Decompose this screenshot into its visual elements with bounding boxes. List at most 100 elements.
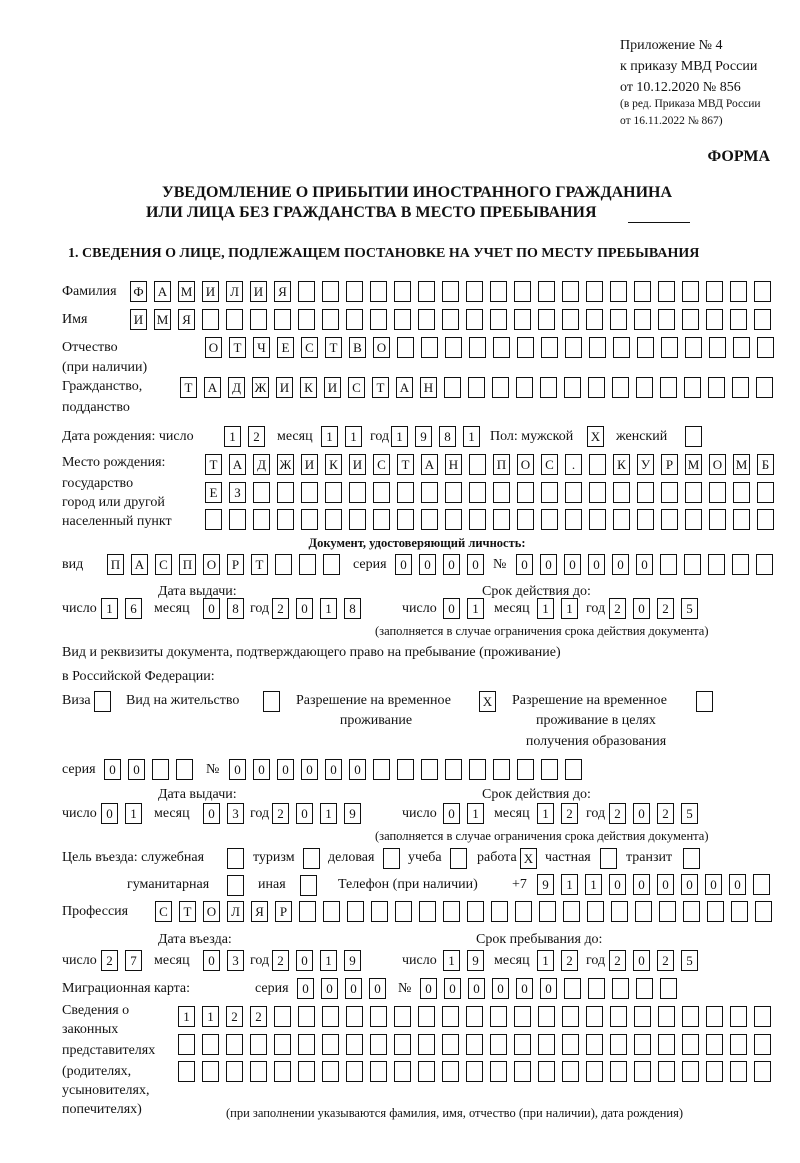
char-cell[interactable] [754, 1034, 771, 1055]
char-cell[interactable] [298, 1061, 315, 1082]
char-cell[interactable] [250, 309, 267, 330]
char-cell[interactable] [706, 1006, 723, 1027]
char-cell[interactable] [634, 1061, 651, 1082]
char-cell[interactable] [373, 482, 390, 503]
char-cell[interactable] [298, 281, 315, 302]
purpose-work-checkbox[interactable]: X [520, 848, 537, 869]
char-cell[interactable]: 0 [296, 803, 313, 824]
char-cell[interactable] [301, 482, 318, 503]
char-cell[interactable]: 0 [443, 598, 460, 619]
char-cell[interactable] [685, 337, 702, 358]
char-cell[interactable] [538, 309, 555, 330]
trp-checkbox[interactable]: X [479, 691, 496, 712]
char-cell[interactable] [325, 509, 342, 530]
char-cell[interactable]: К [613, 454, 630, 475]
char-cell[interactable] [467, 901, 484, 922]
sex-female-checkbox[interactable] [685, 426, 702, 447]
char-cell[interactable] [708, 377, 725, 398]
char-cell[interactable] [658, 281, 675, 302]
char-cell[interactable] [397, 509, 414, 530]
char-cell[interactable] [586, 281, 603, 302]
char-cell[interactable] [394, 309, 411, 330]
char-cell[interactable]: 0 [369, 978, 386, 999]
char-cell[interactable] [589, 337, 606, 358]
char-cell[interactable]: 2 [226, 1006, 243, 1027]
char-cell[interactable] [683, 901, 700, 922]
char-cell[interactable] [635, 901, 652, 922]
char-cell[interactable]: 0 [349, 759, 366, 780]
char-cell[interactable] [753, 874, 770, 895]
char-cell[interactable]: 0 [297, 978, 314, 999]
char-cell[interactable] [346, 309, 363, 330]
char-cell[interactable] [517, 482, 534, 503]
char-cell[interactable]: 0 [444, 978, 461, 999]
char-cell[interactable] [706, 281, 723, 302]
char-cell[interactable] [637, 337, 654, 358]
char-cell[interactable]: 3 [227, 803, 244, 824]
char-cell[interactable] [397, 337, 414, 358]
char-cell[interactable] [730, 309, 747, 330]
char-cell[interactable]: 6 [125, 598, 142, 619]
char-cell[interactable] [541, 509, 558, 530]
char-cell[interactable]: 0 [345, 978, 362, 999]
char-cell[interactable]: М [178, 281, 195, 302]
char-cell[interactable]: 0 [203, 803, 220, 824]
char-cell[interactable] [299, 554, 316, 575]
char-cell[interactable]: 1 [224, 426, 241, 447]
char-cell[interactable]: 8 [227, 598, 244, 619]
char-cell[interactable]: Л [226, 281, 243, 302]
char-cell[interactable] [563, 901, 580, 922]
char-cell[interactable]: 0 [705, 874, 722, 895]
purpose-transit-checkbox[interactable] [683, 848, 700, 869]
char-cell[interactable]: Н [420, 377, 437, 398]
char-cell[interactable] [349, 509, 366, 530]
char-cell[interactable]: А [131, 554, 148, 575]
char-cell[interactable] [660, 377, 677, 398]
char-cell[interactable] [565, 337, 582, 358]
char-cell[interactable] [229, 509, 246, 530]
char-cell[interactable] [707, 901, 724, 922]
char-cell[interactable]: Ф [130, 281, 147, 302]
char-cell[interactable] [541, 759, 558, 780]
char-cell[interactable] [610, 1034, 627, 1055]
char-cell[interactable]: 0 [633, 803, 650, 824]
char-cell[interactable]: Т [179, 901, 196, 922]
char-cell[interactable] [682, 1061, 699, 1082]
char-cell[interactable] [466, 1061, 483, 1082]
char-cell[interactable]: 0 [301, 759, 318, 780]
char-cell[interactable]: 0 [633, 874, 650, 895]
char-cell[interactable] [685, 509, 702, 530]
char-cell[interactable] [346, 1006, 363, 1027]
char-cell[interactable]: . [565, 454, 582, 475]
char-cell[interactable] [709, 509, 726, 530]
char-cell[interactable] [610, 281, 627, 302]
char-cell[interactable] [226, 1034, 243, 1055]
char-cell[interactable]: 1 [561, 874, 578, 895]
char-cell[interactable]: 1 [537, 950, 554, 971]
char-cell[interactable] [370, 1061, 387, 1082]
char-cell[interactable]: 1 [178, 1006, 195, 1027]
char-cell[interactable] [397, 482, 414, 503]
char-cell[interactable] [541, 482, 558, 503]
char-cell[interactable] [394, 1006, 411, 1027]
char-cell[interactable]: Е [205, 482, 222, 503]
char-cell[interactable]: 0 [681, 874, 698, 895]
char-cell[interactable]: 0 [128, 759, 145, 780]
char-cell[interactable] [757, 509, 774, 530]
char-cell[interactable] [226, 309, 243, 330]
char-cell[interactable]: Я [274, 281, 291, 302]
char-cell[interactable] [610, 309, 627, 330]
char-cell[interactable]: М [733, 454, 750, 475]
char-cell[interactable]: Т [397, 454, 414, 475]
char-cell[interactable]: 2 [657, 598, 674, 619]
purpose-other-checkbox[interactable] [300, 875, 317, 896]
char-cell[interactable] [733, 509, 750, 530]
char-cell[interactable]: Ж [252, 377, 269, 398]
char-cell[interactable] [469, 759, 486, 780]
char-cell[interactable]: 0 [395, 554, 412, 575]
char-cell[interactable] [490, 281, 507, 302]
char-cell[interactable]: 2 [250, 1006, 267, 1027]
char-cell[interactable]: 0 [296, 950, 313, 971]
char-cell[interactable] [442, 1034, 459, 1055]
char-cell[interactable] [347, 901, 364, 922]
